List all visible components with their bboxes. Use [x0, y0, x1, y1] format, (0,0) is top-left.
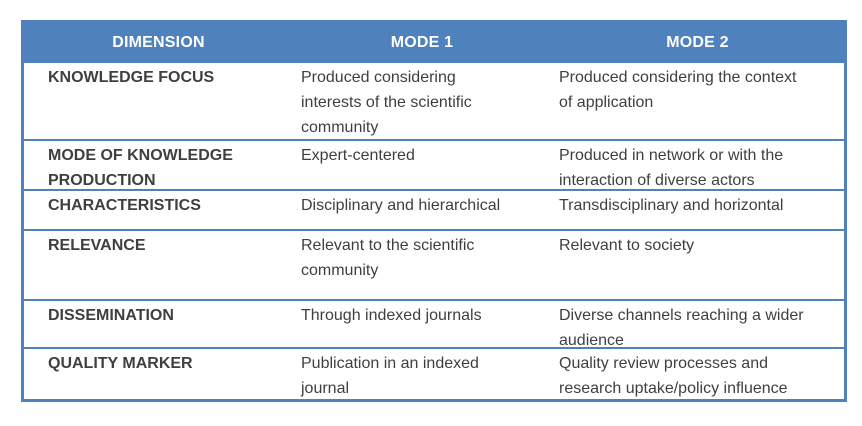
table-row-quality-marker: QUALITY MARKER Publication in an indexed… — [24, 347, 844, 399]
mode2-cell: Diverse channels reaching a wider audien… — [559, 307, 804, 347]
mode2-cell: Produced in network or with the interact… — [559, 147, 784, 189]
mode1-cell: Publication in an indexed journal — [301, 355, 479, 397]
dimension-cell: RELEVANCE — [48, 237, 146, 254]
mode-comparison-table: DIMENSION MODE 1 MODE 2 KNOWLEDGE FOCUS … — [21, 20, 847, 402]
table-header-row: DIMENSION MODE 1 MODE 2 — [24, 23, 844, 63]
mode2-cell: Relevant to society — [559, 237, 695, 254]
table-row-dissemination: DISSEMINATION Through indexed journals D… — [24, 299, 844, 347]
column-header-mode2: MODE 2 — [666, 34, 729, 51]
mode2-cell: Transdisciplinary and horizontal — [559, 197, 784, 214]
mode2-cell: Produced considering the context of appl… — [559, 69, 797, 111]
dimension-cell: QUALITY MARKER — [48, 355, 193, 372]
mode1-cell: Produced considering interests of the sc… — [301, 69, 472, 136]
column-header-mode1: MODE 1 — [390, 34, 454, 51]
mode1-cell: Relevant to the scientific community — [301, 237, 475, 279]
table-row-knowledge-focus: KNOWLEDGE FOCUS Produced considering int… — [24, 63, 844, 139]
dimension-cell: KNOWLEDGE FOCUS — [48, 69, 215, 86]
column-header-dimension: DIMENSION — [112, 34, 205, 51]
mode1-cell: Expert-centered — [301, 147, 415, 164]
dimension-cell: CHARACTERISTICS — [48, 197, 201, 214]
dimension-cell: MODE OF KNOWLEDGE PRODUCTION — [48, 147, 233, 189]
table-row-relevance: RELEVANCE Relevant to the scientific com… — [24, 229, 844, 299]
dimension-cell: DISSEMINATION — [48, 307, 174, 324]
table-row-characteristics: CHARACTERISTICS Disciplinary and hierarc… — [24, 189, 844, 229]
mode2-cell: Quality review processes and research up… — [559, 355, 788, 397]
mode1-cell: Disciplinary and hierarchical — [301, 197, 501, 214]
table-row-mode-of-knowledge-production: MODE OF KNOWLEDGE PRODUCTION Expert-cent… — [24, 139, 844, 189]
mode1-cell: Through indexed journals — [301, 307, 482, 324]
